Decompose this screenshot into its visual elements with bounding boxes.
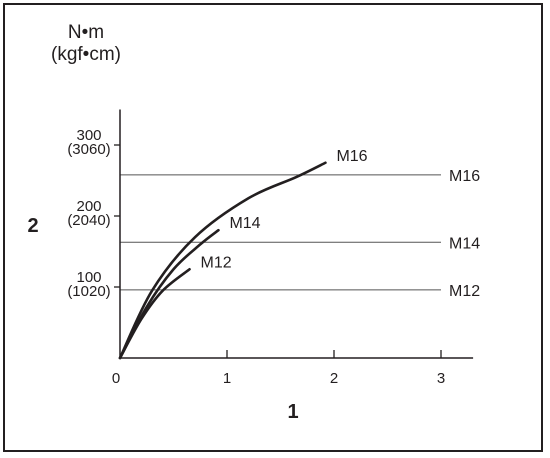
- y-tick-label: 200: [76, 198, 101, 215]
- y-unit-line1: N•m: [68, 22, 104, 43]
- ticks: 0 1 2 3 100(1020) 200(2040) 300(3060): [67, 127, 445, 387]
- curve-m16: [118, 161, 327, 360]
- reference-label-m16: M16: [449, 168, 480, 185]
- curve-label-m12: M12: [201, 254, 232, 271]
- curve-label-m14: M14: [229, 215, 260, 232]
- y-tick-label: 300: [76, 127, 101, 144]
- x-tick-label: 1: [223, 370, 231, 387]
- chart-frame: [3, 3, 543, 452]
- y-tick-sublabel: (2040): [67, 212, 110, 229]
- curve-m14: [118, 228, 220, 360]
- y-unit-line2: (kgf•cm): [51, 44, 121, 65]
- y-axis-label: 2: [27, 215, 38, 237]
- y-tick-label: 100: [76, 269, 101, 286]
- curve-m12: [118, 267, 191, 360]
- y-tick-sublabel: (1020): [67, 283, 110, 300]
- x-tick-label: 2: [330, 370, 338, 387]
- reference-lines: M16 M14 M12: [120, 168, 480, 300]
- x-tick-label: 0: [112, 370, 120, 387]
- x-axis-label: 1: [287, 401, 298, 423]
- x-tick-label: 3: [437, 370, 445, 387]
- y-tick-sublabel: (3060): [67, 141, 110, 158]
- axes: [119, 109, 474, 359]
- curve-label-m16: M16: [336, 148, 367, 165]
- reference-label-m12: M12: [449, 283, 480, 300]
- series-curves: M12 M14 M16: [118, 148, 368, 360]
- reference-label-m14: M14: [449, 235, 480, 252]
